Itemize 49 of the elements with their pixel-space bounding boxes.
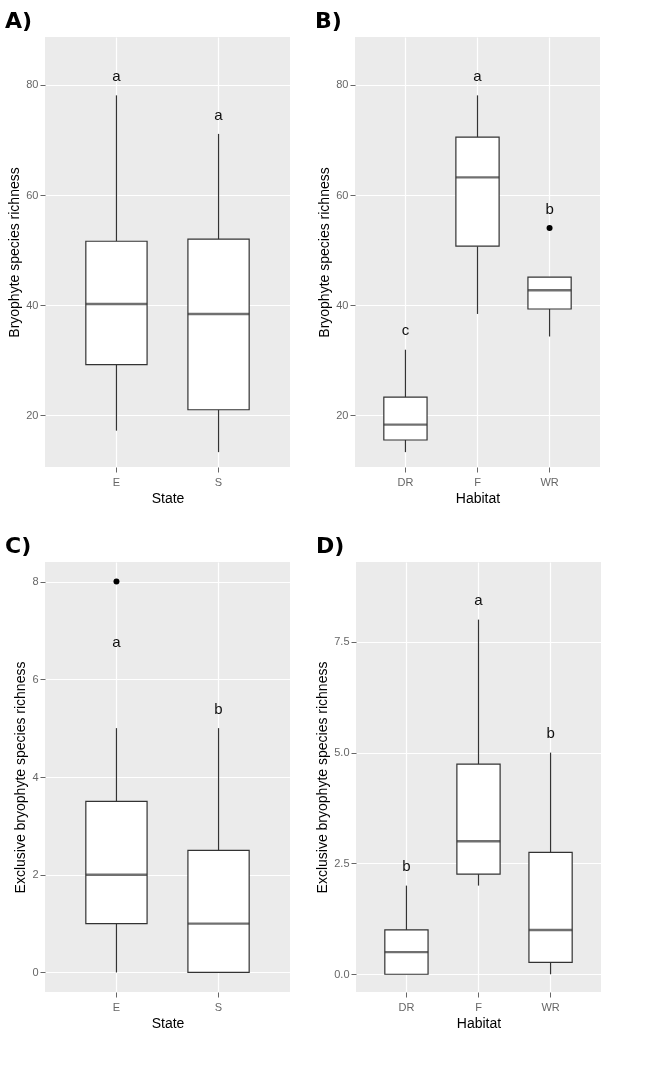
annotation: a — [214, 105, 224, 123]
y-tick-label: 4 — [32, 770, 39, 783]
x-tick-label: S — [214, 1000, 223, 1013]
annotation: a — [112, 633, 122, 651]
y-tick-label: 80 — [26, 78, 39, 91]
y-tick-label: 40 — [336, 298, 349, 311]
chart-title: A) — [5, 8, 33, 33]
y-tick-label: 20 — [26, 408, 39, 421]
chart-title: C) — [5, 533, 32, 558]
x-tick-label: DR — [398, 1000, 415, 1013]
x-tick-label: DR — [397, 475, 414, 488]
y-tick-label: 0.0 — [334, 967, 350, 980]
annotation: c — [401, 321, 410, 339]
x-tick-label: WR — [540, 475, 559, 488]
y-tick-label: 2.5 — [334, 856, 350, 869]
annotation: b — [546, 724, 555, 742]
y-tick-label: 6 — [32, 672, 39, 685]
x-tick-label: S — [214, 475, 223, 488]
y-axis-title: Exclusive bryophyte species richness — [12, 661, 29, 894]
y-tick-label: 40 — [26, 298, 39, 311]
x-tick-label: WR — [541, 1000, 560, 1013]
y-axis-title: Exclusive bryophyte species richness — [314, 661, 331, 894]
x-tick-label: E — [112, 475, 121, 488]
y-tick-label: 80 — [336, 78, 349, 91]
x-axis-title: State — [151, 1014, 185, 1031]
y-tick-label: 2 — [32, 868, 39, 881]
x-axis-title: State — [151, 489, 185, 506]
annotation: a — [474, 591, 484, 609]
x-axis-title: Habitat — [455, 489, 501, 506]
x-tick-label: E — [112, 1000, 121, 1013]
y-tick-label: 5.0 — [334, 746, 350, 759]
chart-title: B) — [315, 8, 342, 33]
x-tick-label: F — [475, 1000, 483, 1013]
annotation: b — [214, 699, 223, 717]
y-tick-label: 7.5 — [334, 635, 350, 648]
y-tick-label: 20 — [336, 408, 349, 421]
y-tick-label: 60 — [26, 188, 39, 201]
y-axis-title: Bryophyte species richness — [316, 167, 333, 338]
x-tick-label: F — [474, 475, 482, 488]
y-tick-label: 60 — [336, 188, 349, 201]
annotation: a — [112, 67, 122, 85]
y-tick-label: 8 — [32, 575, 39, 588]
annotation: b — [402, 857, 411, 875]
y-tick-label: 0 — [32, 965, 39, 978]
annotation: b — [545, 199, 554, 217]
annotation: a — [473, 67, 483, 85]
y-axis-title: Bryophyte species richness — [6, 167, 23, 338]
chart-title: D) — [316, 533, 345, 558]
x-axis-title: Habitat — [456, 1014, 502, 1031]
